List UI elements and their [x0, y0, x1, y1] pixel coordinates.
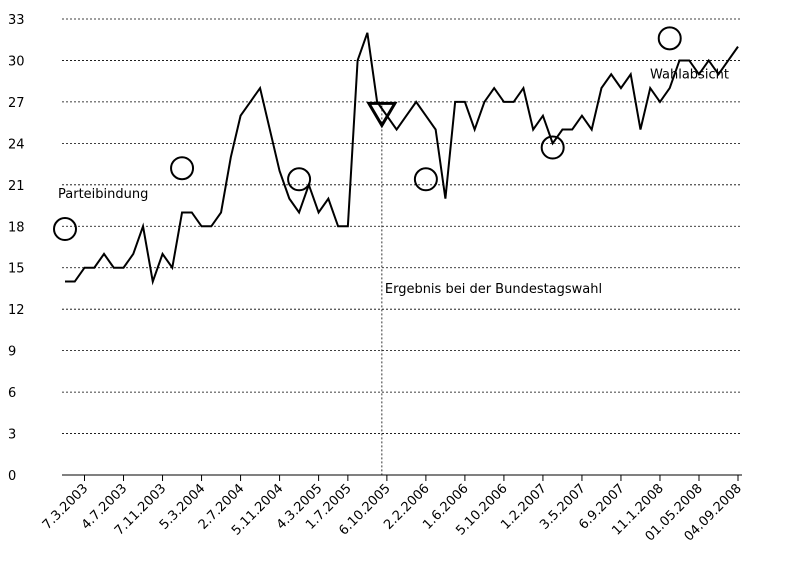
marker-triangle — [366, 101, 398, 129]
line — [65, 32, 739, 286]
y-tick-label: 6 — [8, 386, 16, 401]
y-tick-label: 0 — [8, 469, 16, 484]
marker-circle — [540, 135, 565, 160]
y-tick-label: 18 — [8, 220, 25, 235]
series-label: Ergebnis bei der Bundestagswahl — [385, 282, 602, 297]
y-tick-label: 15 — [8, 262, 25, 277]
series-label: Wahlabsicht — [650, 67, 729, 82]
series-label: Parteibindung — [58, 187, 148, 202]
y-tick-label: 9 — [8, 345, 16, 360]
y-tick-label: 33 — [8, 13, 25, 28]
marker-circle — [413, 167, 438, 192]
y-tick-label: 12 — [8, 303, 25, 318]
y-tick-label: 21 — [8, 179, 25, 194]
y-tick-label: 24 — [8, 137, 25, 152]
marker-circle — [287, 167, 312, 192]
y-tick-label: 27 — [8, 96, 25, 111]
marker-circle — [53, 217, 77, 242]
y-tick-label: 3 — [8, 428, 16, 443]
marker-circle — [657, 26, 682, 51]
marker-circle — [170, 156, 195, 181]
y-tick-label: 30 — [8, 54, 25, 69]
